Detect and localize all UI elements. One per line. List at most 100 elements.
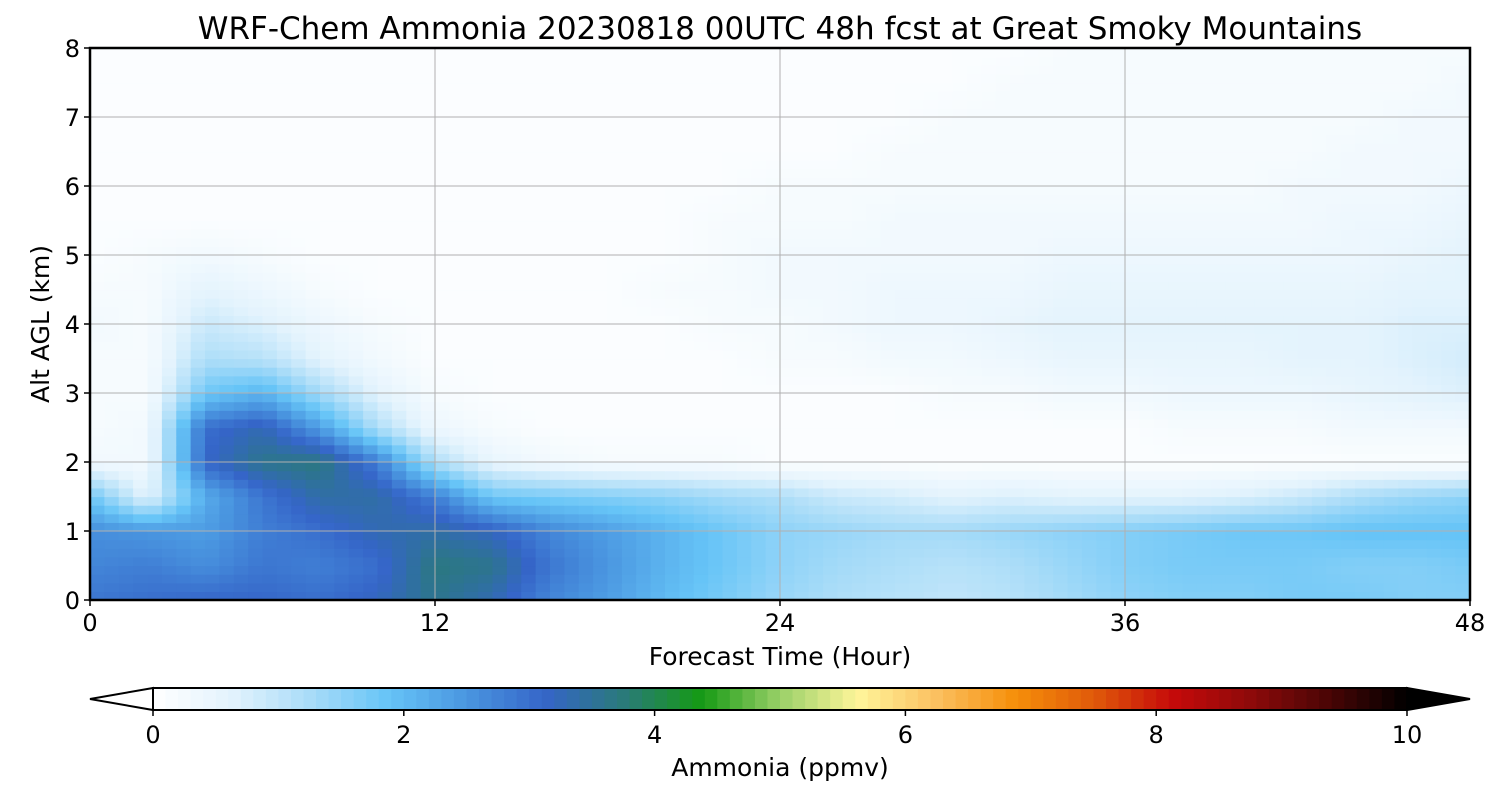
heatmap-cell	[1125, 375, 1140, 385]
heatmap-cell	[1254, 393, 1270, 403]
heatmap-cell	[406, 505, 422, 515]
heatmap-cell	[665, 324, 680, 334]
heatmap-cell	[420, 367, 436, 377]
heatmap-cell	[1081, 565, 1097, 575]
heatmap-cell	[1153, 332, 1169, 342]
heatmap-cell	[1297, 289, 1313, 299]
heatmap-cell	[693, 539, 709, 549]
heatmap-cell	[751, 341, 767, 351]
heatmap-cell	[291, 556, 307, 567]
heatmap-cell	[233, 220, 249, 230]
heatmap-cell	[693, 453, 709, 463]
heatmap-cell	[420, 591, 436, 601]
heatmap-cell	[1455, 453, 1471, 463]
heatmap-cell	[1441, 246, 1457, 256]
heatmap-cell	[650, 211, 666, 222]
heatmap-cell	[334, 470, 350, 480]
heatmap-cell	[679, 582, 695, 592]
heatmap-cell	[607, 487, 623, 498]
heatmap-cell	[219, 332, 235, 342]
heatmap-cell	[1153, 341, 1169, 351]
heatmap-cell	[1268, 306, 1284, 316]
heatmap-cell	[1412, 298, 1428, 308]
heatmap-cell	[1340, 591, 1356, 601]
heatmap-cell	[391, 375, 407, 385]
heatmap-cell	[1283, 237, 1299, 247]
heatmap-cell	[636, 211, 652, 222]
heatmap-cell	[1297, 591, 1313, 601]
heatmap-cell	[1196, 246, 1212, 256]
heatmap-cell	[665, 341, 680, 351]
heatmap-cell	[1283, 384, 1299, 394]
heatmap-cell	[176, 160, 192, 170]
heatmap-cell	[478, 487, 494, 498]
heatmap-cell	[564, 487, 580, 498]
heatmap-cell	[1081, 341, 1097, 351]
heatmap-cell	[305, 177, 321, 187]
heatmap-cell	[621, 272, 637, 282]
heatmap-cell	[621, 246, 637, 256]
heatmap-cell	[1038, 306, 1054, 316]
heatmap-cell	[377, 160, 393, 170]
heatmap-cell	[1311, 548, 1327, 558]
heatmap-cell	[1441, 160, 1457, 170]
heatmap-cell	[851, 384, 867, 394]
heatmap-cell	[1398, 289, 1414, 299]
heatmap-cell	[1383, 220, 1399, 230]
heatmap-cell	[1196, 298, 1212, 308]
heatmap-cell	[1010, 470, 1025, 480]
heatmap-cell	[780, 548, 795, 558]
heatmap-cell	[1398, 263, 1414, 273]
heatmap-cell	[636, 531, 652, 541]
heatmap-cell	[1340, 263, 1356, 273]
heatmap-cell	[1081, 427, 1097, 437]
heatmap-cell	[1455, 384, 1471, 394]
heatmap-cell	[492, 177, 508, 187]
heatmap-cell	[406, 289, 422, 299]
heatmap-cell	[90, 418, 105, 429]
heatmap-cell	[1081, 470, 1097, 480]
heatmap-cell	[938, 160, 954, 170]
heatmap-cell	[118, 272, 134, 282]
heatmap-cell	[851, 418, 867, 429]
heatmap-cell	[463, 367, 479, 377]
heatmap-cell	[880, 349, 896, 360]
heatmap-cell	[1196, 427, 1212, 437]
heatmap-cell	[621, 427, 637, 437]
heatmap-cell	[837, 160, 853, 170]
heatmap-cell	[276, 211, 292, 222]
heatmap-cell	[851, 229, 867, 239]
heatmap-cell	[966, 263, 982, 273]
heatmap-cell	[1110, 539, 1126, 549]
heatmap-cell	[1297, 160, 1313, 170]
heatmap-cell	[780, 203, 795, 213]
heatmap-cell	[794, 315, 810, 325]
heatmap-cell	[1196, 237, 1212, 247]
heatmap-cell	[305, 211, 321, 222]
heatmap-cell	[550, 548, 565, 558]
heatmap-cell	[463, 246, 479, 256]
heatmap-cell	[1081, 272, 1097, 282]
heatmap-cell	[1225, 436, 1241, 446]
heatmap-cell	[449, 505, 465, 515]
heatmap-cell	[880, 168, 896, 178]
heatmap-cell	[938, 556, 954, 567]
heatmap-cell	[1153, 367, 1169, 377]
heatmap-cell	[305, 427, 321, 437]
heatmap-cell	[406, 531, 422, 541]
heatmap-cell	[880, 341, 896, 351]
heatmap-cell	[1297, 574, 1313, 584]
heatmap-cell	[1010, 315, 1025, 325]
heatmap-cell	[535, 255, 551, 265]
heatmap-cell	[104, 375, 120, 385]
heatmap-cell	[1096, 565, 1112, 575]
heatmap-cell	[1412, 539, 1428, 549]
heatmap-cell	[391, 263, 407, 273]
heatmap-cell	[420, 418, 436, 429]
heatmap-cell	[564, 401, 580, 411]
heatmap-cell	[176, 237, 192, 247]
heatmap-cell	[1455, 513, 1471, 523]
heatmap-cell	[104, 263, 120, 273]
heatmap-cell	[506, 349, 522, 360]
heatmap-cell	[765, 194, 781, 204]
